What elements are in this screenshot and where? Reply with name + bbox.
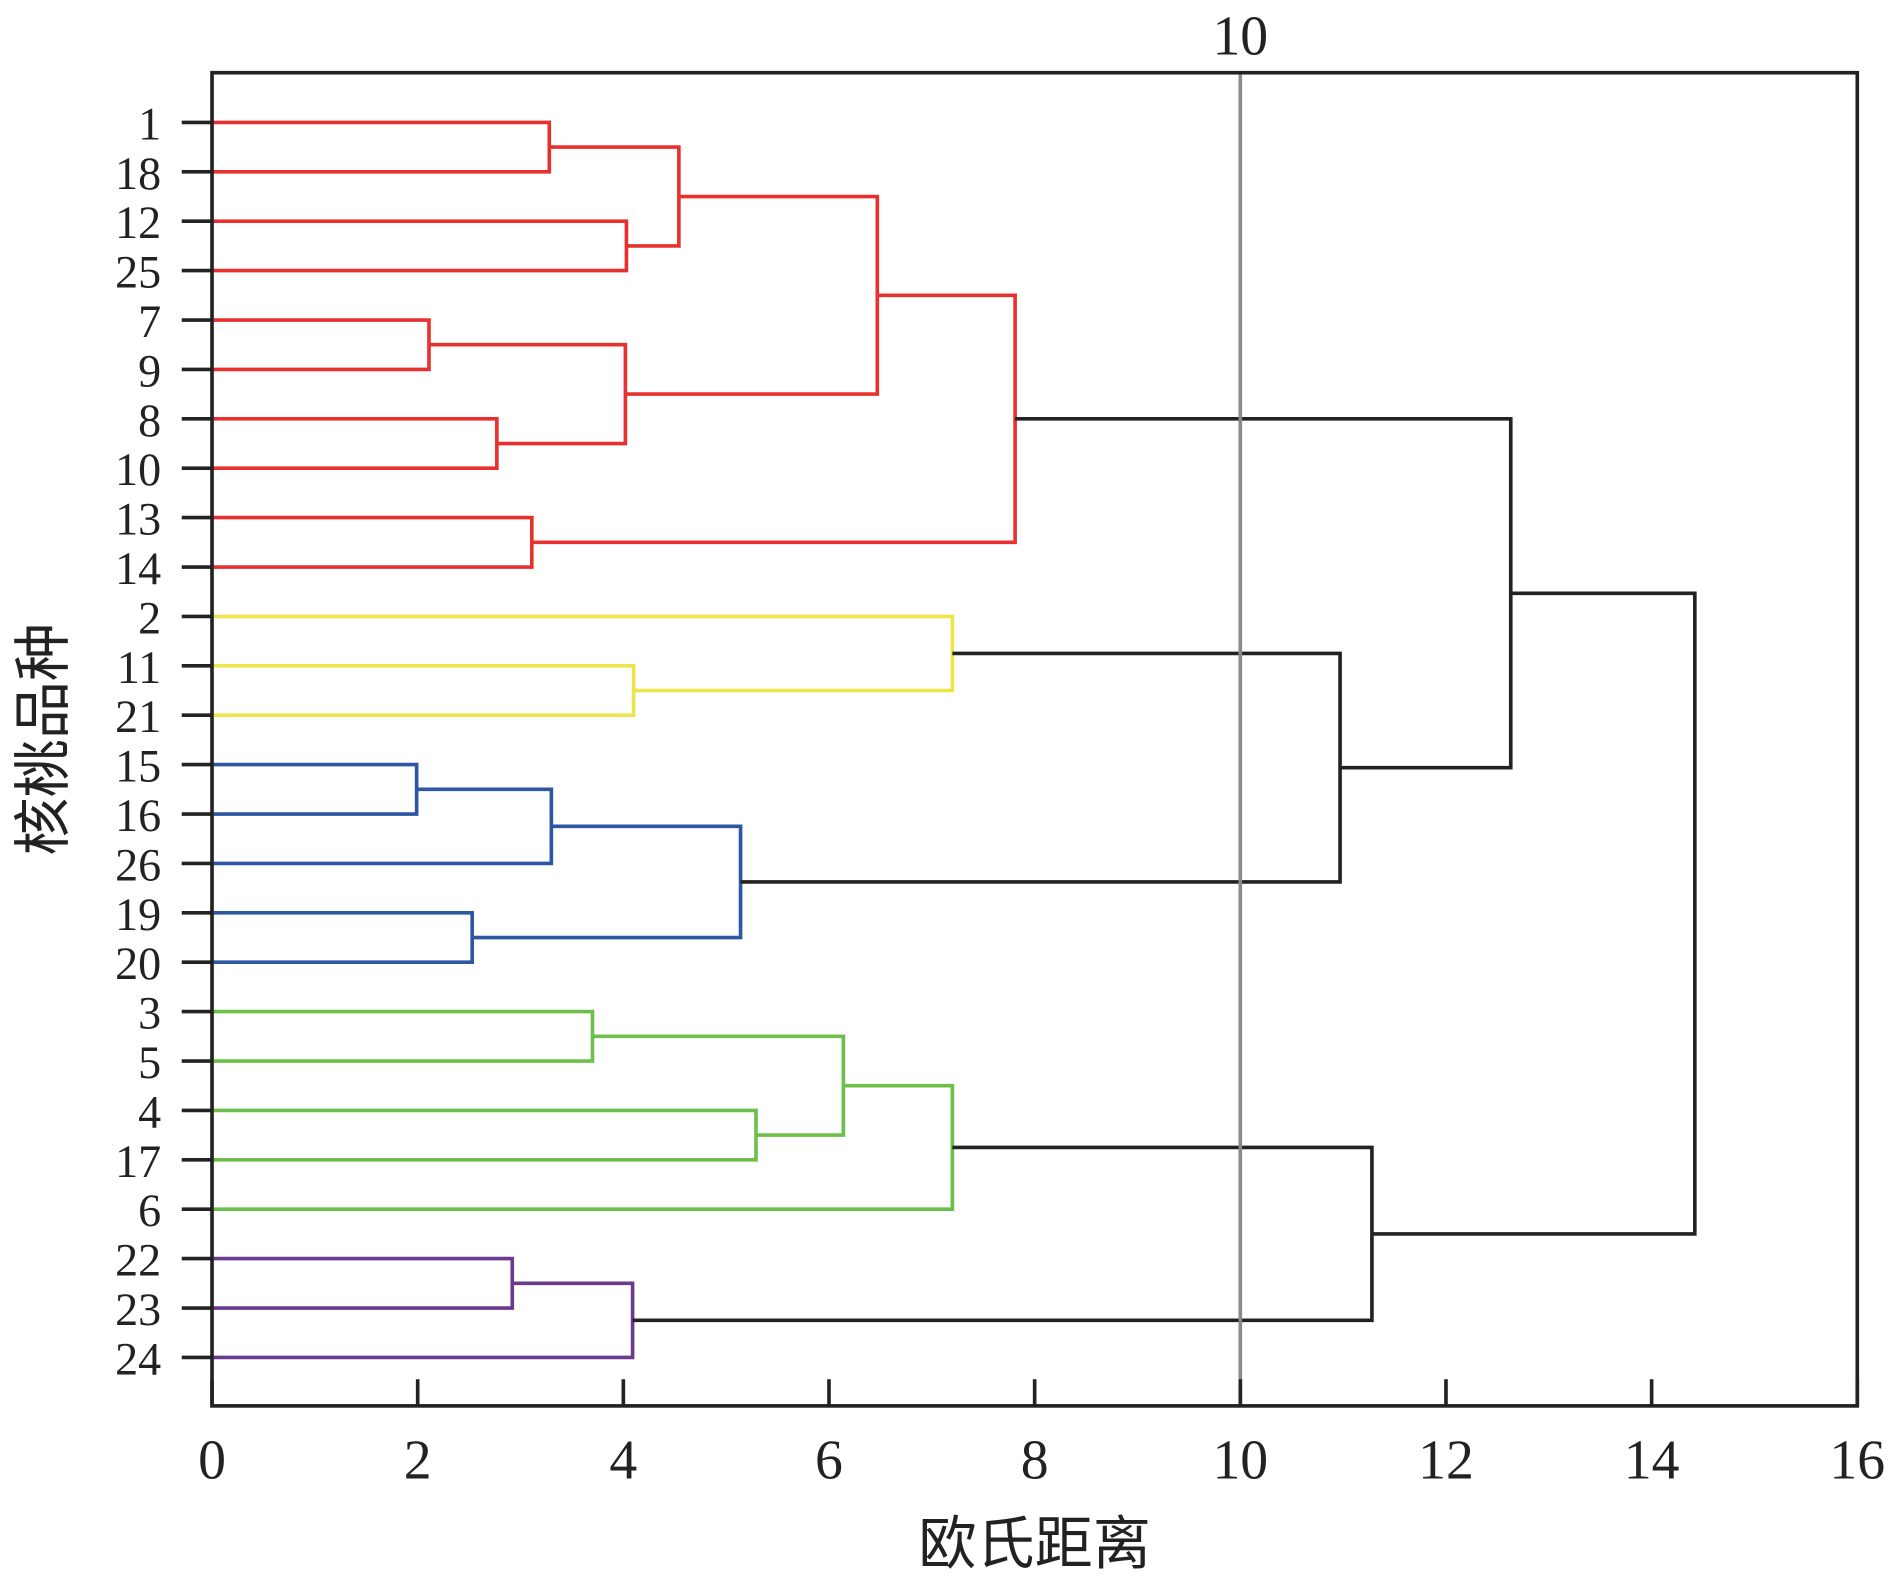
x-tick-label: 12 <box>1418 1430 1474 1492</box>
x-tick-label: 10 <box>1212 1430 1268 1492</box>
y-axis: 1181225798101314211211516261920354176222… <box>115 98 213 1384</box>
leaf-label: 4 <box>138 1086 161 1137</box>
leaf-label: 18 <box>115 148 161 199</box>
dendrogram-link-m8 <box>212 515 534 569</box>
x-tick-label: 2 <box>404 1430 432 1492</box>
dendrogram-link-m21 <box>212 1083 955 1212</box>
dendrogram-link-m20 <box>592 1034 846 1137</box>
x-tick-label: 0 <box>198 1430 226 1492</box>
leaf-label: 5 <box>138 1037 161 1088</box>
leaf-label: 24 <box>115 1333 161 1384</box>
dendrogram-link-m22 <box>212 1256 515 1310</box>
x-axis-label: 欧氏距离 <box>918 1511 1151 1576</box>
dendrogram-link-m10 <box>212 663 636 718</box>
leaf-label: 23 <box>115 1284 161 1335</box>
dendrogram-link-m25 <box>1371 591 1697 1236</box>
leaf-label: 10 <box>115 444 161 495</box>
leaf-label: 16 <box>115 790 161 841</box>
leaf-label: 6 <box>138 1185 161 1236</box>
leaf-label: 17 <box>115 1136 161 1187</box>
dendrogram-link-m18 <box>212 1009 595 1063</box>
leaf-label: 15 <box>115 741 161 792</box>
dendrogram-link-m1 <box>212 120 552 174</box>
plot-frame <box>210 70 1860 1408</box>
dendrogram-link-m23 <box>212 1281 635 1360</box>
dendrogram-link-m6 <box>428 342 628 446</box>
dendrogram-link-m4 <box>212 318 431 372</box>
x-tick-label: 4 <box>609 1430 637 1492</box>
threshold-label: 10 <box>1212 6 1268 68</box>
leaf-label: 26 <box>115 839 161 890</box>
leaf-label: 25 <box>115 247 161 298</box>
leaf-label: 14 <box>115 543 161 594</box>
dendrogram-link-m24 <box>632 1145 1374 1323</box>
leaf-label: 13 <box>115 494 161 545</box>
dendrogram-link-m11 <box>212 614 955 693</box>
dendrogram-link-m17 <box>1015 416 1513 770</box>
x-tick-label: 16 <box>1829 1430 1885 1492</box>
leaf-label: 12 <box>115 197 161 248</box>
dendrogram-links <box>212 120 1697 1360</box>
dendrogram-link-m7 <box>625 194 880 396</box>
dendrogram-link-m9 <box>531 293 1017 545</box>
x-tick-label: 6 <box>815 1430 843 1492</box>
dendrogram-link-m14 <box>212 910 474 965</box>
dendrogram-link-m5 <box>212 416 499 471</box>
x-tick-label: 14 <box>1624 1430 1680 1492</box>
leaf-label: 21 <box>115 691 161 742</box>
y-axis-label: 核桃品种 <box>11 623 76 856</box>
leaf-label: 7 <box>138 296 161 347</box>
dendrogram-link-m19 <box>212 1108 758 1162</box>
leaf-label: 11 <box>117 642 161 693</box>
dendrogram-link-m3 <box>549 145 681 248</box>
leaf-label: 9 <box>138 345 161 396</box>
leaf-label: 20 <box>115 938 161 989</box>
dendrogram-link-m16 <box>740 651 1342 884</box>
leaf-label: 19 <box>115 889 161 940</box>
dendrogram-link-m2 <box>212 219 629 273</box>
leaf-label: 2 <box>138 592 161 643</box>
dendrogram-link-m13 <box>212 787 554 866</box>
dendrogram-link-m12 <box>212 762 419 816</box>
x-tick-label: 8 <box>1021 1430 1049 1492</box>
x-axis: 0 2 4 6 8 10 12 14 16 <box>198 1379 1885 1492</box>
leaf-label: 1 <box>138 98 161 149</box>
leaf-label: 3 <box>138 988 161 1039</box>
dendrogram-link-m15 <box>472 824 743 940</box>
leaf-label: 8 <box>138 395 161 446</box>
leaf-label: 22 <box>115 1235 161 1286</box>
